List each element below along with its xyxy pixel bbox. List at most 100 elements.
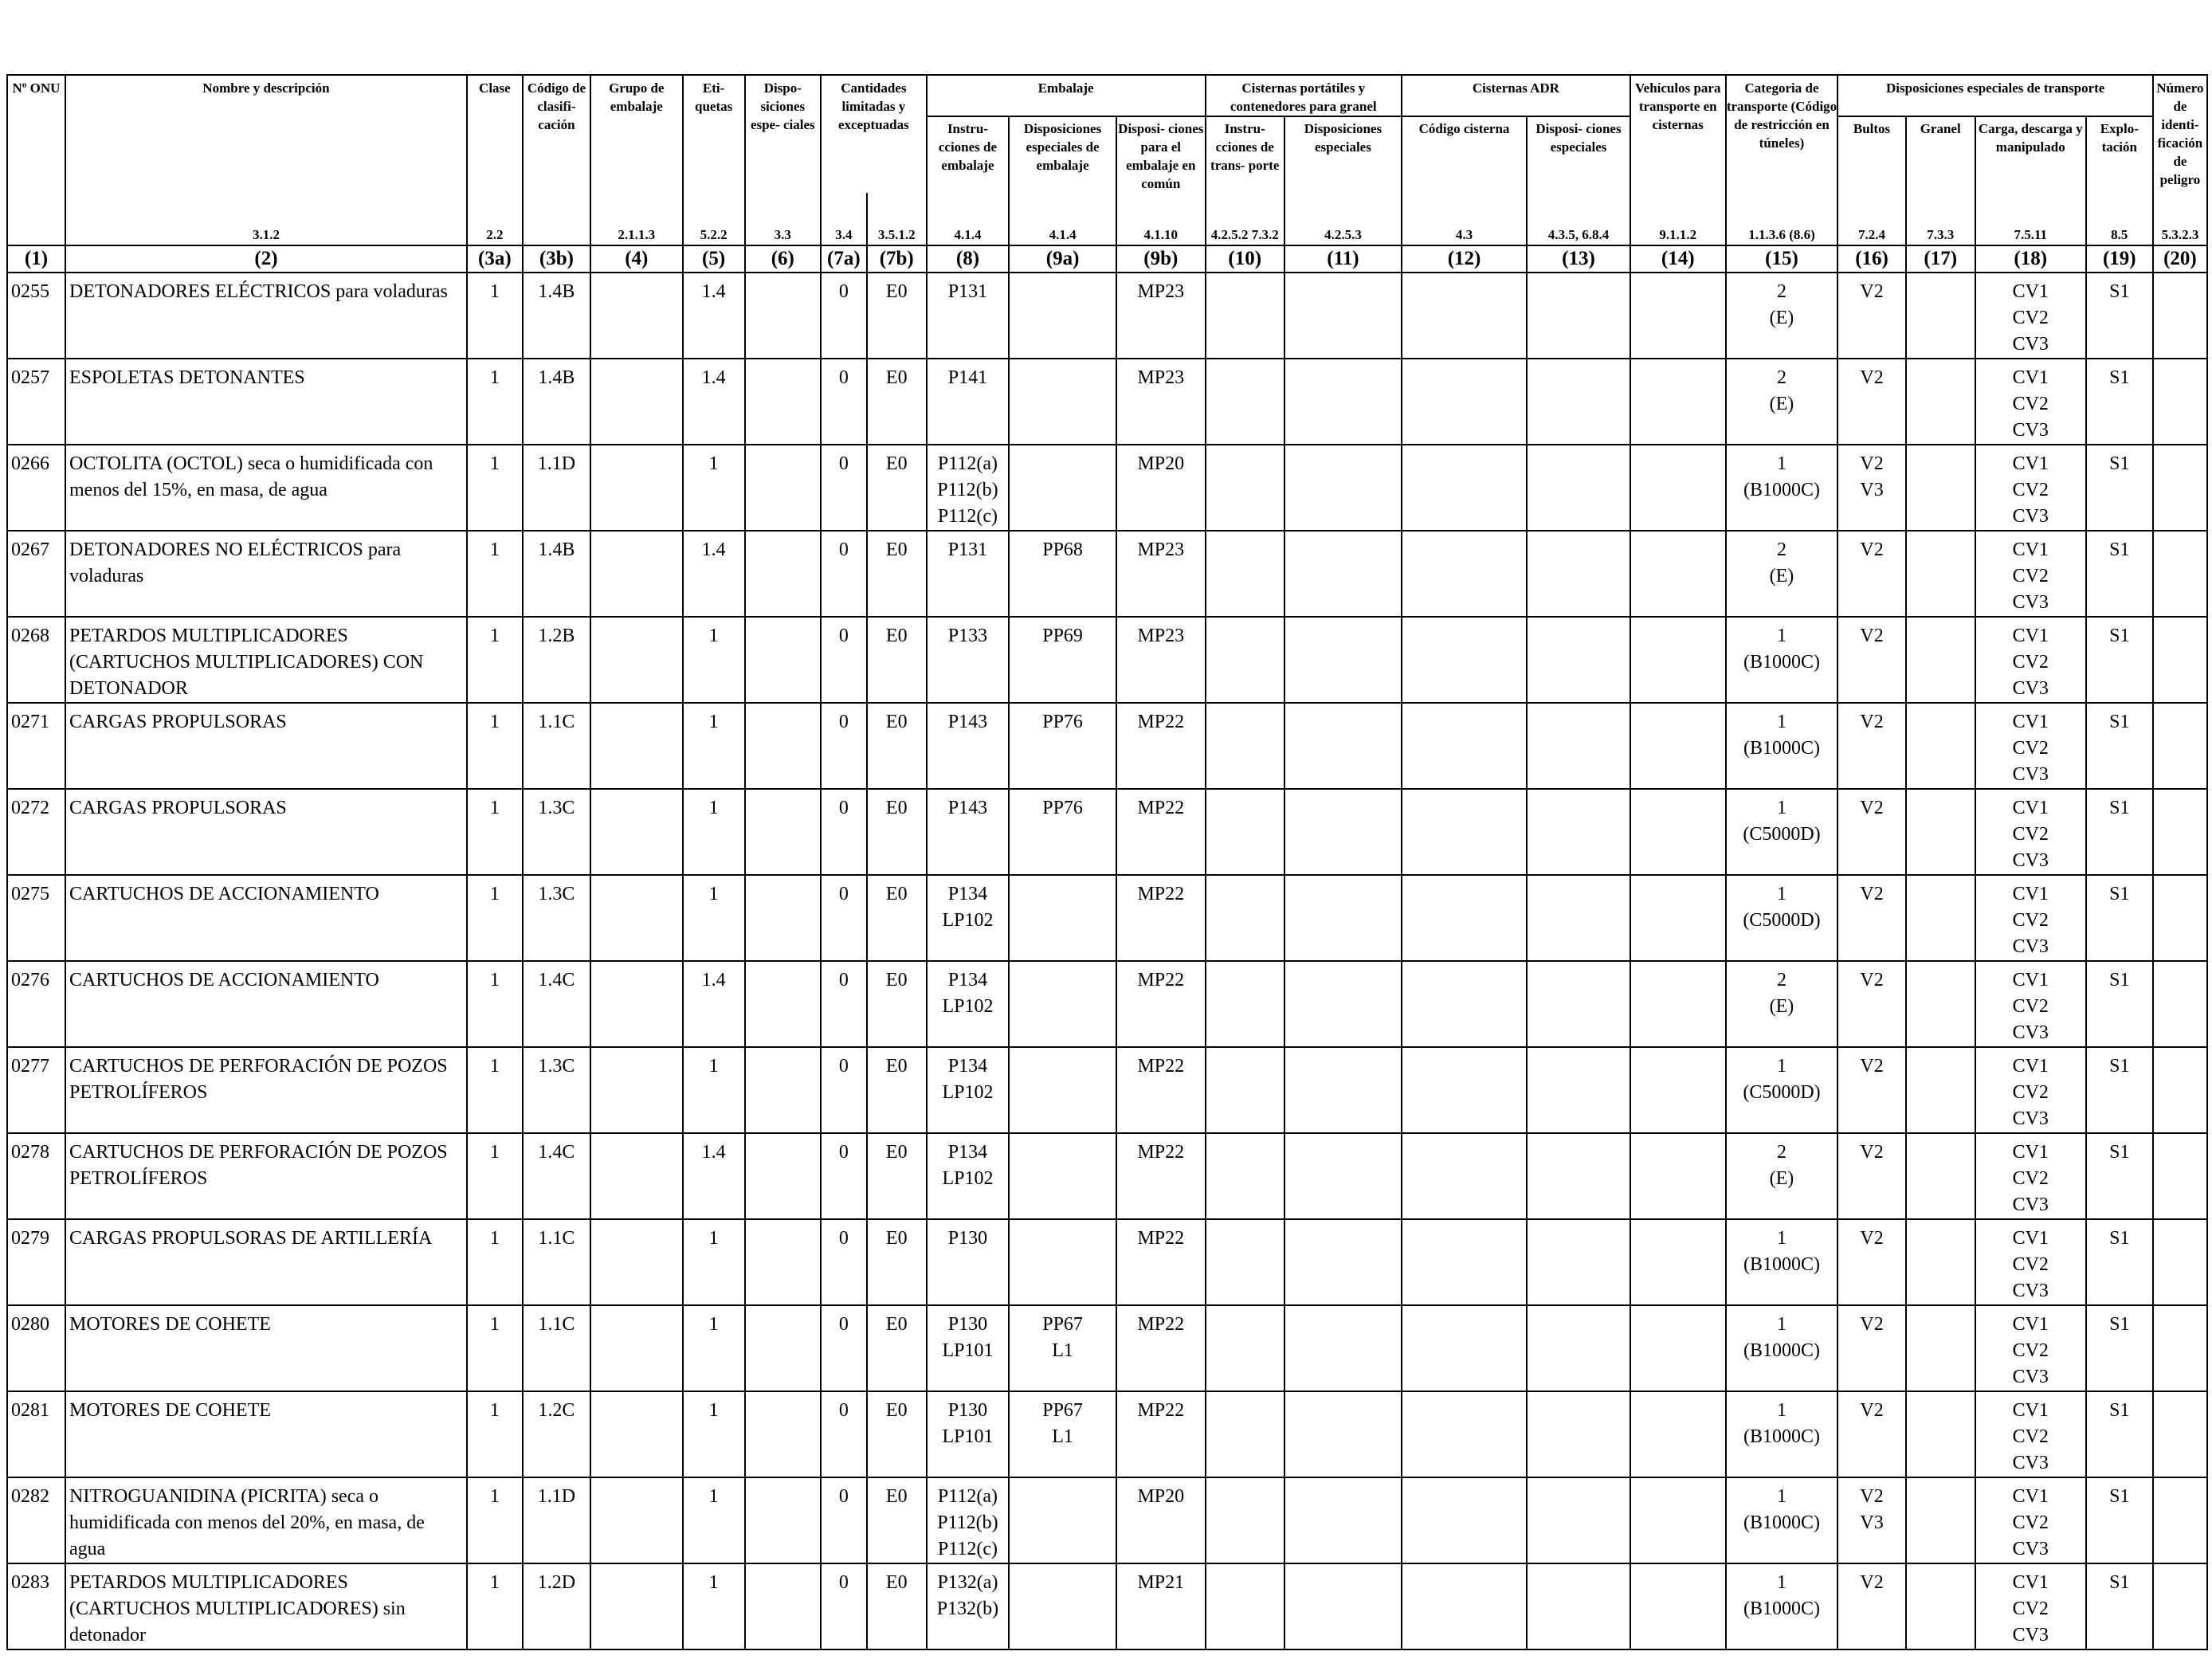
ref-emb-disp: 4.1.4 <box>1008 193 1117 246</box>
portable-tank-special-cell <box>1283 616 1402 704</box>
tank-vehicle-cell <box>1629 272 1727 359</box>
header-cp-disp: Disposiciones especiales <box>1283 116 1402 193</box>
bulk-cell <box>1904 788 1976 876</box>
transport-category-cell: 1 (B1000C) <box>1724 1563 1839 1650</box>
portable-tank-instr-cell <box>1204 616 1285 704</box>
adr-tank-code-cell <box>1400 1304 1528 1392</box>
table-row: 0280 MOTORES DE COHETE 1 1.1C 1 0 E0 P130 LP101 P… <box>6 1304 2209 1392</box>
grupo-cell <box>590 1046 684 1134</box>
loading-line: CV3 <box>2012 764 2049 785</box>
packing-instruction-line: P133 <box>947 626 988 646</box>
clase-cell: 1 <box>465 358 524 445</box>
header-granel: Granel <box>1904 116 1976 193</box>
packing-instruction-line: P134 <box>947 1056 988 1077</box>
tank-vehicle-cell <box>1629 1046 1727 1134</box>
grupo-cell <box>590 272 684 359</box>
column-number: (19) <box>2085 245 2154 273</box>
portable-tank-instr-cell <box>1204 1218 1285 1306</box>
excepted-qty-cell: E0 <box>865 444 928 532</box>
etiquetas-cell: 1 <box>681 1391 746 1478</box>
adr-tank-special-cell <box>1526 1563 1631 1650</box>
packing-instruction-cell: P112(a) P112(b) P112(c) <box>925 1477 1010 1564</box>
clase-cell: 1 <box>465 1563 524 1650</box>
bulk-cell <box>1904 960 1976 1048</box>
codigo-cell: 1.1C <box>521 1218 592 1306</box>
packing-special-line: PP68 <box>1042 539 1083 560</box>
packing-special-cell <box>1008 874 1117 962</box>
table-row: 0257 ESPOLETAS DETONANTES 1 1.4B 1.4 0 E0 P141 M… <box>6 358 2209 445</box>
column-number: (10) <box>1204 245 1285 273</box>
ref-cp-instr: 4.2.5.2 7.3.2 <box>1204 193 1285 246</box>
loading-line: CV2 <box>2012 308 2049 328</box>
bulk-cell <box>1904 1563 1976 1650</box>
table-body: 0255 DETONADORES ELÉCTRICOS para voladura… <box>6 272 2209 1650</box>
ref-categoria: 1.1.3.6 (8.6) <box>1724 193 1839 246</box>
packing-instruction-line: P131 <box>947 539 988 560</box>
packages-line: V3 <box>1860 1512 1884 1533</box>
tank-vehicle-cell <box>1629 1391 1727 1478</box>
hazard-number-cell <box>2151 616 2209 704</box>
loading-line: CV2 <box>2012 566 2049 586</box>
disp-esp-cell <box>743 1132 822 1220</box>
ref-adr-codigo: 4.3 <box>1400 193 1528 246</box>
transport-category-line: 2 <box>1776 367 1786 388</box>
loading-line: CV1 <box>2012 367 2049 388</box>
loading-line: CV2 <box>2012 394 2049 414</box>
etiquetas-cell: 1 <box>681 1477 746 1564</box>
packages-cell: V2 <box>1837 702 1907 790</box>
onu-cell: 0283 <box>6 1563 66 1650</box>
packing-special-cell <box>1008 1218 1117 1306</box>
operation-cell: S1 <box>2085 1304 2154 1392</box>
table-row: 0283 PETARDOS MULTIPLICADORES (CARTUCHOS … <box>6 1563 2209 1650</box>
operation-cell: S1 <box>2085 874 2154 962</box>
etiquetas-cell: 1 <box>681 788 746 876</box>
grupo-cell <box>590 1563 684 1650</box>
etiquetas-cell: 1.4 <box>681 530 746 618</box>
operation-cell: S1 <box>2085 1477 2154 1564</box>
operation-cell: S1 <box>2085 358 2154 445</box>
portable-tank-special-cell <box>1283 272 1402 359</box>
loading-line: CV3 <box>2012 1281 2049 1301</box>
packing-special-cell <box>1008 1046 1117 1134</box>
onu-cell: 0279 <box>6 1218 66 1306</box>
packages-line: V2 <box>1860 798 1884 818</box>
packing-instruction-cell: P133 <box>925 616 1010 704</box>
packing-instruction-cell: P131 <box>925 272 1010 359</box>
excepted-qty-cell: E0 <box>865 616 928 704</box>
clase-cell: 1 <box>465 1132 524 1220</box>
operation-cell: S1 <box>2085 1132 2154 1220</box>
codigo-cell: 1.1C <box>521 1304 592 1392</box>
portable-tank-instr-cell <box>1204 788 1285 876</box>
ref-adr-disp: 4.3.5, 6.8.4 <box>1526 193 1631 246</box>
ref-numero-peligro: 5.3.2.3 <box>2151 193 2209 246</box>
tank-vehicle-cell <box>1629 1304 1727 1392</box>
clase-cell: 1 <box>465 530 524 618</box>
loading-cell: CV1 CV2 CV3 <box>1974 788 2087 876</box>
clase-cell: 1 <box>465 616 524 704</box>
mixed-packing-cell: MP22 <box>1116 1218 1206 1306</box>
mixed-packing-cell: MP23 <box>1116 530 1206 618</box>
loading-line: CV2 <box>2012 480 2049 500</box>
packing-instruction-line: LP102 <box>942 1082 994 1103</box>
column-number: (20) <box>2151 245 2209 273</box>
ref-etiquetas: 5.2.2 <box>681 193 746 246</box>
ref-emb-comun: 4.1.10 <box>1116 193 1206 246</box>
limited-qty-cell: 0 <box>819 272 868 359</box>
packing-instruction-line: P134 <box>947 884 988 904</box>
mixed-packing-cell: MP23 <box>1116 358 1206 445</box>
transport-category-line: (E) <box>1769 308 1794 328</box>
grupo-cell <box>590 1477 684 1564</box>
operation-cell: S1 <box>2085 1563 2154 1650</box>
portable-tank-special-cell <box>1283 1477 1402 1564</box>
portable-tank-special-cell <box>1283 1046 1402 1134</box>
packing-special-cell <box>1008 960 1117 1048</box>
table-header: Nº ONU Nombre y descripción Clase Código… <box>6 74 2209 273</box>
tank-vehicle-cell <box>1629 616 1727 704</box>
packing-special-cell <box>1008 358 1117 445</box>
etiquetas-cell: 1.4 <box>681 272 746 359</box>
packing-special-cell: PP68 <box>1008 530 1117 618</box>
adr-tank-code-cell <box>1400 444 1528 532</box>
grupo-cell <box>590 616 684 704</box>
excepted-qty-cell: E0 <box>865 960 928 1048</box>
grupo-cell <box>590 530 684 618</box>
